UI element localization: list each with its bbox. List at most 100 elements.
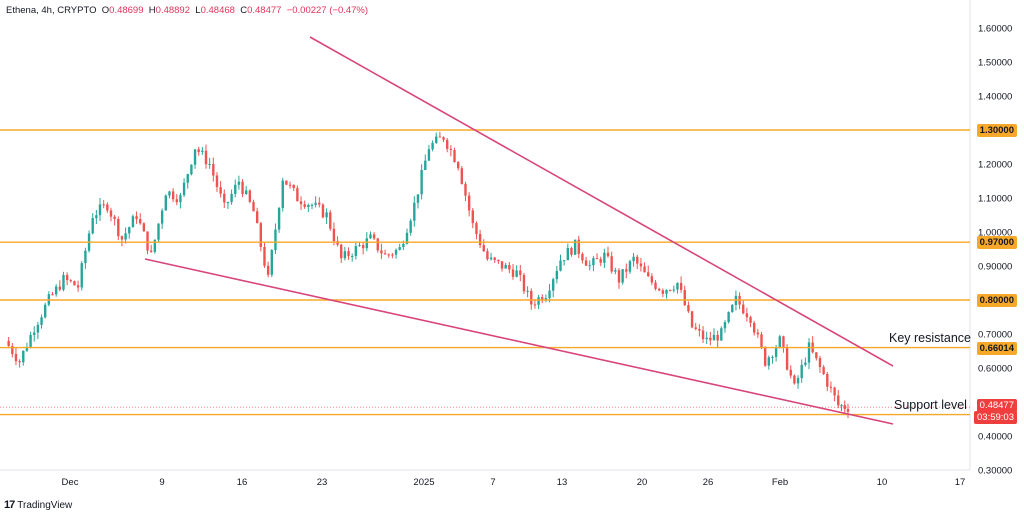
- candle-body: [818, 358, 822, 368]
- candle-body: [636, 256, 639, 264]
- candle-body: [146, 231, 149, 251]
- candle-body: [843, 405, 846, 410]
- candle-body: [482, 245, 485, 252]
- tradingview-brand[interactable]: 17 TradingView: [4, 499, 72, 511]
- candle-body: [694, 327, 697, 329]
- support-trendline: [144, 258, 894, 425]
- candle-body: [789, 369, 792, 376]
- candle-body: [22, 350, 25, 363]
- level-price-tag: 0.80000: [976, 294, 1017, 307]
- candle-body: [446, 139, 449, 149]
- open-value: 0.48699: [109, 5, 144, 16]
- candle-body: [179, 195, 182, 203]
- candle-body: [18, 361, 21, 363]
- candle-body: [599, 258, 602, 263]
- candle-body: [625, 269, 628, 272]
- candle-body: [54, 286, 58, 295]
- time-tick-label: 10: [877, 477, 888, 488]
- candle-body: [471, 210, 474, 224]
- candle-body: [288, 184, 292, 186]
- horizontal-levels: [0, 129, 970, 416]
- price-tick-label: 1.20000: [978, 160, 1012, 171]
- candle-body: [778, 336, 781, 348]
- candle-body: [369, 234, 372, 239]
- candle-body: [281, 180, 284, 209]
- price-tick-label: 0.90000: [978, 262, 1012, 273]
- candle-body: [321, 204, 325, 218]
- open-label: O: [101, 5, 110, 16]
- candle-body: [449, 148, 453, 151]
- candle-body: [186, 174, 189, 183]
- candle-body: [124, 233, 127, 240]
- candle-body: [329, 212, 332, 229]
- candle-body: [80, 263, 83, 288]
- candle-body: [511, 269, 515, 277]
- close-label: C: [240, 5, 248, 16]
- candle-body: [427, 149, 431, 161]
- candle-body: [562, 260, 566, 262]
- symbol-title[interactable]: Ethena, 4h, CRYPTO: [6, 5, 97, 16]
- price-tick-label: 0.60000: [978, 364, 1012, 375]
- candle-body: [533, 304, 537, 306]
- bar-countdown-tag: 03:59:03: [974, 411, 1017, 425]
- price-tick-label: 1.00000: [978, 228, 1012, 239]
- candle-body: [29, 334, 32, 348]
- time-tick-label: 16: [237, 477, 248, 488]
- candle-body: [749, 317, 752, 323]
- candle-body: [679, 282, 683, 291]
- candle-body: [530, 290, 533, 305]
- candle-body: [285, 180, 288, 185]
- time-tick-label: 17: [955, 477, 966, 488]
- candle-body: [65, 275, 69, 281]
- candle-body: [303, 204, 306, 208]
- time-tick-label: 7: [490, 477, 495, 488]
- candle-body: [201, 150, 204, 152]
- candle-body: [117, 218, 120, 237]
- candle-body: [120, 236, 124, 240]
- candle-body: [431, 142, 434, 150]
- candle-body: [175, 199, 178, 203]
- candle-body: [252, 201, 255, 212]
- candle-body: [307, 204, 310, 208]
- candle-body: [723, 322, 727, 329]
- candle-body: [212, 164, 215, 176]
- candle-body: [584, 260, 588, 266]
- level-price-tag: 1.30000: [976, 124, 1017, 137]
- candle-body: [745, 313, 749, 318]
- candle-body: [109, 210, 113, 217]
- candle-body: [566, 248, 570, 261]
- candle-body: [248, 190, 252, 202]
- candle-body: [219, 187, 222, 194]
- brand-name: TradingView: [17, 499, 73, 511]
- price-tick-label: 0.30000: [978, 466, 1012, 477]
- candle-body: [197, 149, 200, 152]
- candle-body: [500, 261, 504, 269]
- support-level-annotation: Support level: [894, 398, 967, 412]
- candle-body: [310, 204, 314, 206]
- symbol-header[interactable]: Ethena, 4h, CRYPTO O0.48699 H0.48892 L0.…: [6, 5, 368, 16]
- candle-body: [336, 241, 339, 245]
- candle-body: [259, 223, 263, 247]
- candle-body: [442, 137, 445, 140]
- candle-body: [372, 234, 376, 239]
- price-tick-label: 1.60000: [978, 24, 1012, 35]
- candle-body: [606, 252, 610, 257]
- candle-body: [804, 362, 807, 365]
- candle-body: [785, 347, 789, 370]
- candle-body: [475, 223, 478, 235]
- candle-body: [668, 290, 672, 292]
- candle-body: [340, 244, 343, 259]
- candle-body: [763, 347, 767, 366]
- candle-body: [223, 193, 226, 203]
- candle-body: [106, 204, 109, 211]
- candle-body: [128, 227, 131, 234]
- candle-body: [639, 263, 643, 267]
- candle-body: [40, 317, 43, 325]
- candle-body: [467, 195, 471, 211]
- candle-body: [504, 265, 507, 269]
- time-tick-label: 20: [637, 477, 648, 488]
- candle-body: [782, 336, 785, 348]
- candle-body: [361, 245, 365, 249]
- candle-body: [486, 251, 489, 260]
